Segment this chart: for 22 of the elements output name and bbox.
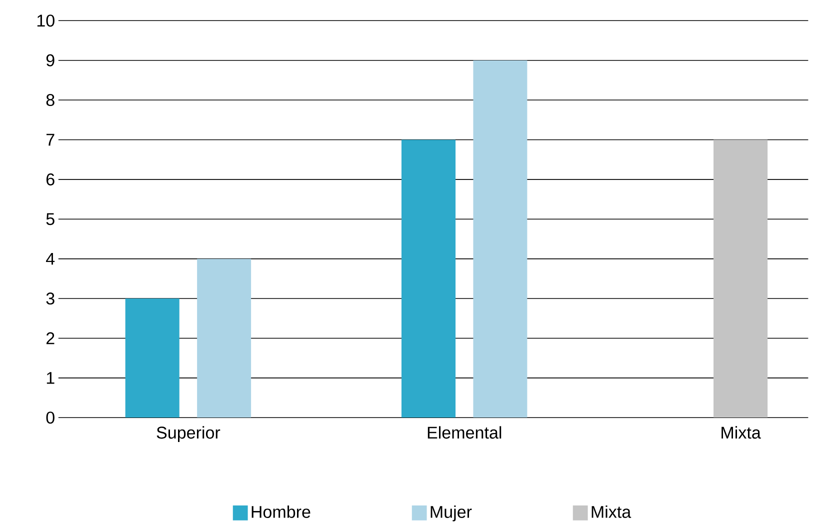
y-tick-label: 0 xyxy=(46,412,54,424)
bar xyxy=(125,298,180,418)
y-tick-label: 6 xyxy=(46,174,54,186)
bar xyxy=(197,258,252,418)
bar xyxy=(714,140,768,418)
y-tick-label: 8 xyxy=(46,94,54,106)
x-tick-label: Mixta xyxy=(722,426,761,439)
y-tick-label: 7 xyxy=(46,134,54,146)
legend-label: Mujer xyxy=(430,506,472,522)
x-tick-label: Elemental xyxy=(428,426,502,439)
legend-label: Hombre xyxy=(252,506,310,518)
y-tick-label: 2 xyxy=(46,332,54,344)
y-tick-label: 4 xyxy=(46,253,55,265)
bar xyxy=(401,140,456,418)
y-tick-label: 9 xyxy=(46,54,54,66)
bar xyxy=(473,60,528,418)
y-tick-label: 3 xyxy=(46,292,54,305)
legend-label: Mixta xyxy=(592,506,632,518)
y-tick-label: 10 xyxy=(37,14,54,27)
y-tick-label: 5 xyxy=(46,213,54,226)
y-tick-label: 1 xyxy=(46,372,54,384)
x-tick-label: Superior xyxy=(156,426,220,442)
